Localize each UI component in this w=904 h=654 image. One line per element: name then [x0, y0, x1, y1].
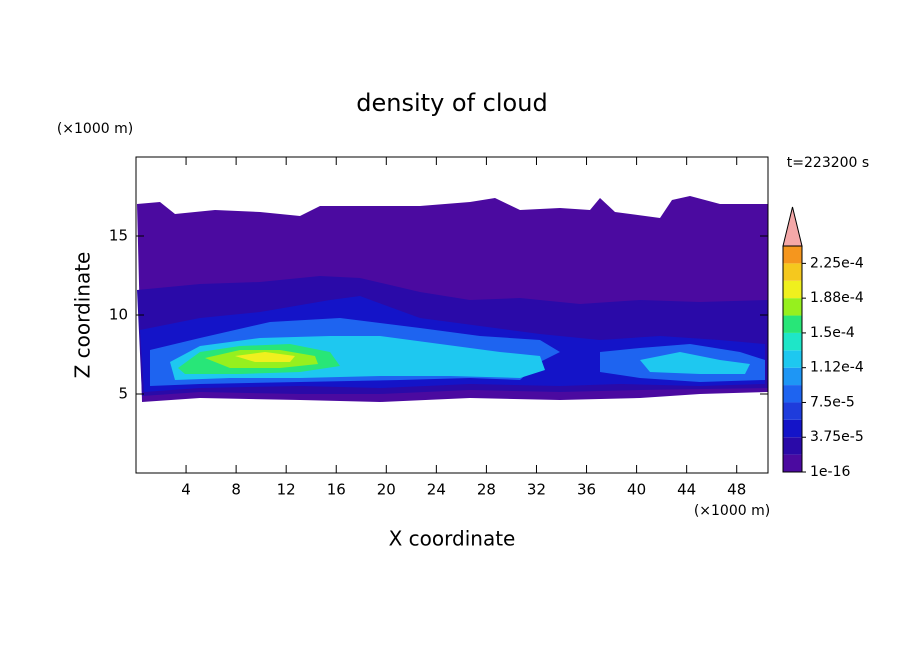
x-tick-label: 40: [627, 481, 646, 499]
colorbar-band: [783, 367, 802, 386]
colorbar-band: [783, 454, 802, 472]
x-tick-label: 4: [181, 481, 191, 499]
y-axis-title: Z coordinate: [71, 252, 95, 379]
colorbar-band: [783, 280, 802, 299]
colorbar-band: [783, 246, 802, 264]
chart-title: density of cloud: [356, 89, 547, 117]
x-tick-label: 8: [231, 481, 241, 499]
colorbar-band: [783, 350, 802, 368]
colorbar-band: [783, 419, 802, 438]
x-unit: (×1000 m): [694, 503, 770, 519]
colorbar-tick-label: 1.5e-4: [810, 325, 855, 341]
contour-region: [235, 352, 295, 362]
colorbar-band: [783, 315, 802, 333]
colorbar-band: [783, 263, 802, 281]
x-tick-label: 36: [577, 481, 596, 499]
colorbar-band: [783, 385, 802, 403]
x-tick-label: 24: [427, 481, 446, 499]
y-tick-label: 15: [109, 227, 128, 245]
time-label: t=223200 s: [787, 155, 869, 171]
colorbar-tick-label: 1e-16: [810, 464, 850, 480]
x-tick-label: 20: [377, 481, 396, 499]
colorbar-tick-label: 7.5e-5: [810, 394, 855, 410]
colorbar-tick-label: 1.12e-4: [810, 360, 864, 376]
x-tick-label: 32: [527, 481, 546, 499]
x-axis-title: X coordinate: [389, 527, 516, 551]
x-tick-label: 44: [677, 481, 696, 499]
colorbar-extend: [782, 206, 803, 247]
colorbar-band: [783, 298, 802, 316]
x-tick-label: 12: [277, 481, 296, 499]
colorbar-band: [783, 402, 802, 420]
x-tick-label: 28: [477, 481, 496, 499]
y-tick-label: 5: [118, 385, 128, 403]
colorbar-band: [783, 332, 802, 351]
contour-field: [137, 196, 768, 402]
colorbar-tick-label: 1.88e-4: [810, 290, 864, 306]
y-unit: (×1000 m): [57, 121, 133, 137]
x-tick-label: 48: [727, 481, 746, 499]
colorbar-band: [783, 437, 802, 455]
x-tick-label: 16: [327, 481, 346, 499]
colorbar-tick-label: 3.75e-5: [810, 429, 864, 445]
y-tick-label: 10: [109, 306, 128, 324]
colorbar-tick-label: 2.25e-4: [810, 255, 864, 271]
